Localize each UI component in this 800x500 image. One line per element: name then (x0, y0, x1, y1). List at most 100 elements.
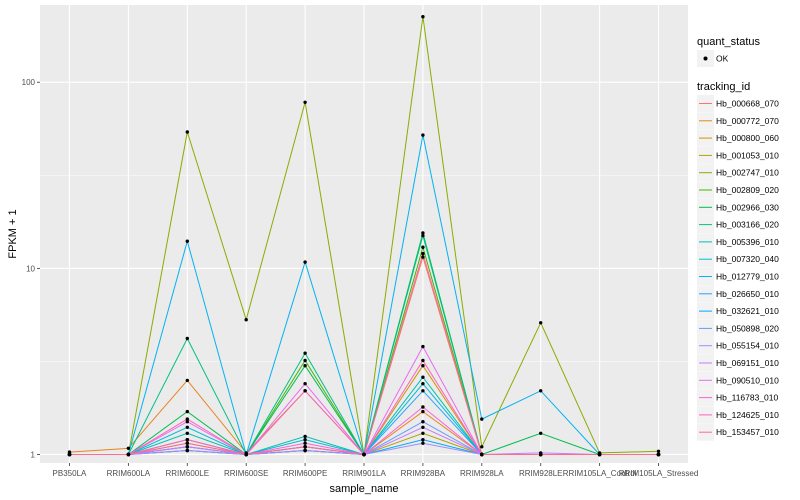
y-tick-label: 100 (22, 78, 36, 87)
data-point (185, 239, 189, 243)
data-point (421, 344, 425, 349)
x-tick-label: RRIM928LE (519, 469, 563, 478)
data-point (421, 231, 425, 235)
legend-label: Hb_116783_010 (716, 393, 779, 403)
shape-legend-title: quant_status (697, 36, 760, 48)
legend-label: Hb_124625_010 (716, 410, 779, 420)
data-point (421, 405, 425, 409)
data-point (185, 378, 189, 383)
legend-label: Hb_003166_020 (716, 220, 779, 230)
x-tick-label: RRIM600LE (165, 469, 209, 478)
legend-label: Hb_069151_010 (716, 358, 779, 368)
color-legend-items: Hb_000668_070 Hb_000772_070 Hb_000800_060 H… (697, 95, 779, 441)
data-point (421, 409, 425, 414)
data-point (303, 260, 307, 264)
data-point (539, 431, 543, 435)
legend-label: Hb_002966_030 (716, 202, 779, 212)
y-tick-label: 10 (26, 264, 35, 273)
data-point (539, 321, 543, 325)
legend-label: Hb_000668_070 (716, 99, 779, 109)
data-point (421, 438, 425, 442)
data-point (126, 446, 131, 450)
data-point (185, 417, 189, 421)
legend-label: Hb_001053_010 (716, 150, 779, 160)
x-axis: PB350LA RRIM600LA RRIM600LE RRIM600SE RRIM60… (53, 463, 699, 478)
data-point (185, 409, 189, 414)
legend-label: Hb_012779_010 (716, 272, 779, 282)
color-legend-title: tracking_id (697, 81, 750, 93)
x-tick-label: RRIM600PE (283, 469, 327, 478)
data-point (421, 358, 425, 363)
data-point (421, 255, 425, 259)
y-axis: 1 10 100 (22, 78, 40, 459)
x-tick-label: RRIM928BA (401, 469, 446, 478)
x-tick-label: RRIM600SE (224, 469, 268, 478)
data-point (421, 425, 425, 429)
data-point (421, 245, 425, 249)
data-point (126, 452, 131, 457)
data-point (303, 358, 307, 363)
x-tick-label: RRIM105LA_Control (563, 469, 637, 478)
data-point (244, 452, 248, 457)
data-point (480, 445, 484, 449)
data-point (303, 441, 307, 445)
data-point (421, 389, 425, 393)
data-point (303, 100, 307, 105)
data-point (303, 351, 307, 355)
data-point (421, 375, 425, 379)
legend-label: Hb_090510_010 (716, 375, 779, 385)
data-point (539, 452, 543, 457)
data-point (185, 445, 189, 449)
legend-label: Hb_002809_020 (716, 185, 779, 195)
legend-label: Hb_026650_010 (716, 289, 779, 299)
legend-label: Hb_055154_010 (716, 341, 779, 351)
data-point (421, 382, 425, 386)
shape-legend-key-ok (697, 50, 714, 67)
point-marker-icon (703, 56, 708, 61)
legend-label: Hb_000800_060 (716, 133, 779, 143)
data-point (539, 389, 543, 393)
legend-label: Hb_032621_010 (716, 306, 779, 316)
legend-label: Hb_153457_010 (716, 427, 779, 437)
data-point (185, 425, 189, 429)
data-point (244, 318, 248, 322)
data-point (656, 452, 661, 457)
x-tick-label: RRIM901LA (342, 469, 386, 478)
data-point (421, 251, 425, 256)
data-point (480, 417, 484, 421)
x-tick-label: RRIM105LA_Stressed (619, 469, 699, 478)
data-point (303, 382, 307, 386)
legend-label: Hb_007320_040 (716, 254, 779, 264)
legend-label: Hb_000772_070 (716, 116, 779, 126)
data-point (303, 434, 307, 439)
y-axis-title: FPKM + 1 (7, 209, 19, 258)
data-points (67, 15, 661, 457)
data-point (185, 336, 189, 341)
data-point (303, 438, 307, 442)
data-point (421, 15, 425, 19)
data-point (303, 445, 307, 449)
data-point (185, 448, 189, 453)
data-point (421, 133, 425, 137)
data-point (67, 450, 72, 454)
legend: quant_status OK tracking_id Hb_000668_07… (697, 36, 779, 441)
data-point (421, 431, 425, 435)
x-tick-label: PB350LA (53, 469, 87, 478)
data-point (185, 431, 189, 435)
data-point (597, 452, 602, 457)
data-point (421, 441, 425, 445)
legend-label: Hb_050898_020 (716, 323, 779, 333)
x-axis-title: sample_name (329, 483, 398, 495)
legend-label: Hb_002747_010 (716, 168, 779, 178)
data-point (303, 448, 307, 453)
x-tick-label: RRIM928LA (460, 469, 504, 478)
data-point (656, 449, 661, 453)
data-point (67, 452, 72, 457)
data-point (421, 233, 425, 238)
data-point (185, 438, 189, 442)
y-tick-label: 1 (31, 450, 36, 459)
data-point (421, 364, 425, 368)
x-tick-label: RRIM600LA (107, 469, 151, 478)
legend-label: Hb_005396_010 (716, 237, 779, 247)
